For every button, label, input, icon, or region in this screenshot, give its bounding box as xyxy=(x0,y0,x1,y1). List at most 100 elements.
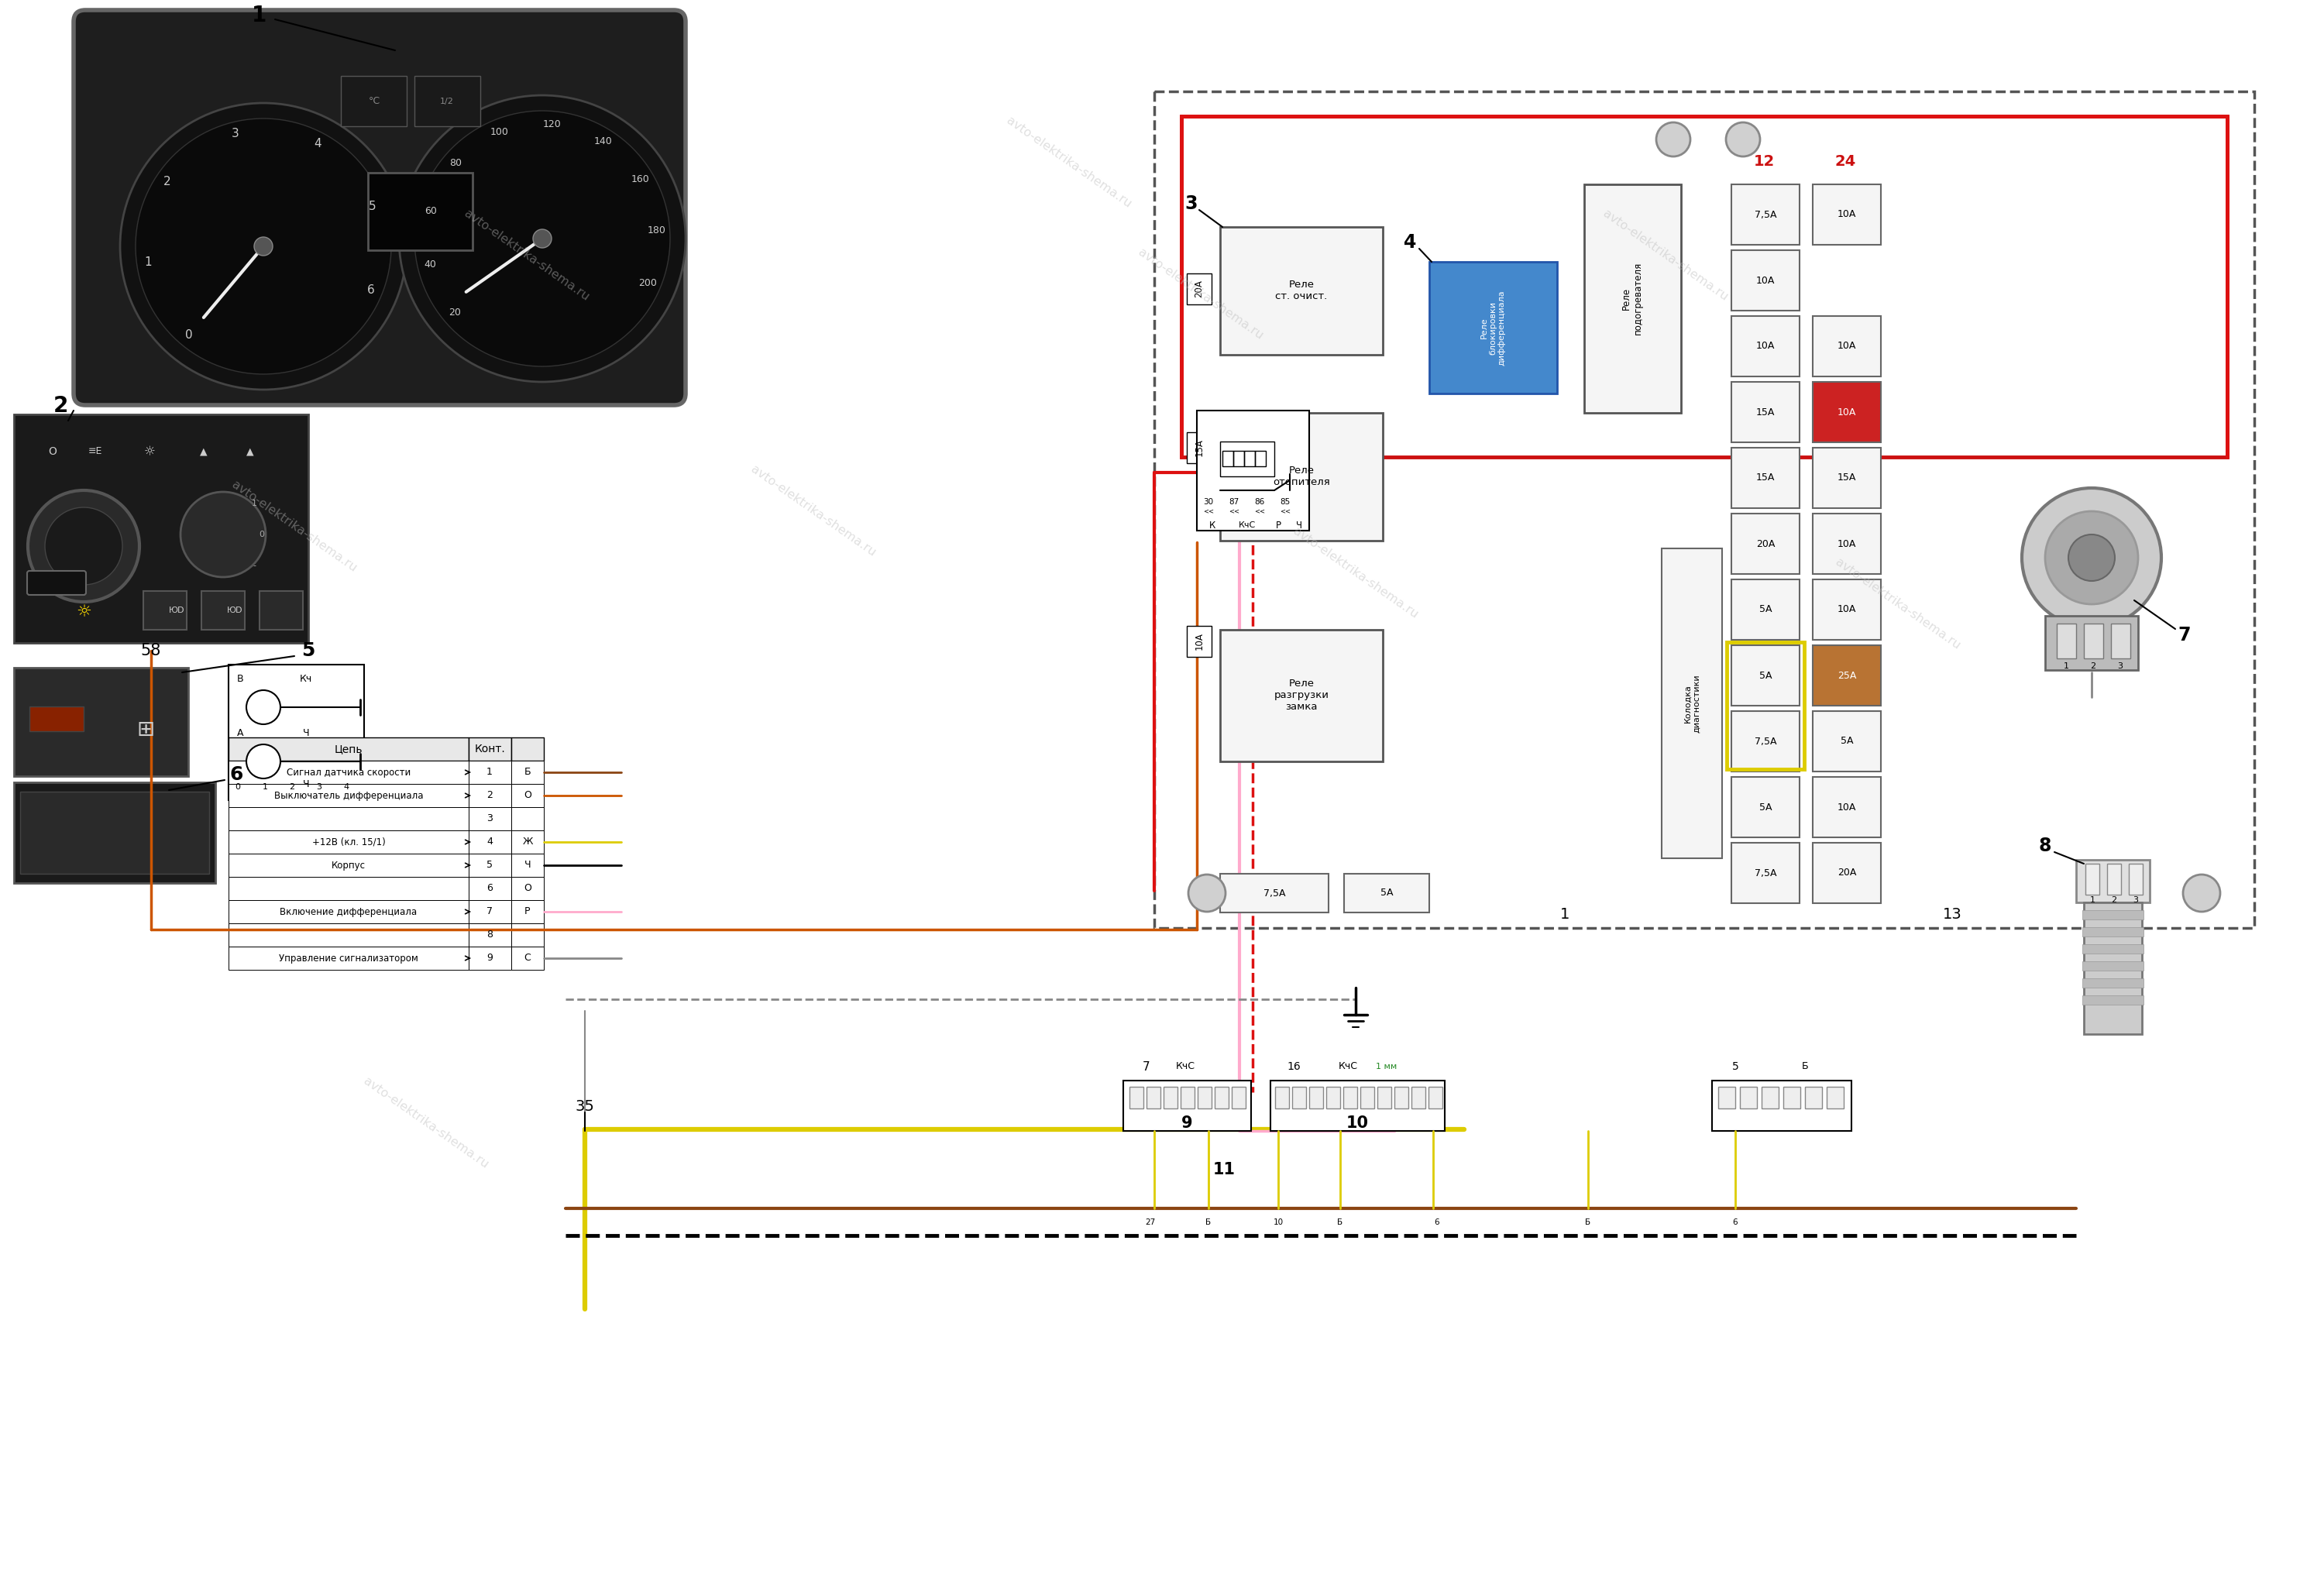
Bar xyxy=(1255,450,1267,466)
Bar xyxy=(367,173,472,250)
Bar xyxy=(469,784,511,807)
Circle shape xyxy=(44,507,123,586)
Bar xyxy=(342,76,407,126)
Circle shape xyxy=(246,689,281,724)
Text: Корпус: Корпус xyxy=(332,861,365,870)
Bar xyxy=(228,853,469,877)
Bar xyxy=(2082,927,2143,937)
Bar xyxy=(1327,1086,1341,1108)
Text: 15А: 15А xyxy=(1195,439,1204,456)
Text: 10A: 10A xyxy=(1838,538,1857,549)
Bar xyxy=(1731,645,1799,705)
Bar xyxy=(2108,864,2122,894)
Text: ☼: ☼ xyxy=(144,444,156,458)
Circle shape xyxy=(400,96,686,382)
Circle shape xyxy=(2068,535,2115,581)
Bar xyxy=(1243,450,1255,466)
Text: 1: 1 xyxy=(144,257,151,268)
Text: Б: Б xyxy=(1801,1061,1808,1072)
Text: <<: << xyxy=(1204,508,1213,515)
Bar xyxy=(1215,1086,1229,1108)
Bar xyxy=(1234,450,1243,466)
Bar xyxy=(511,946,544,970)
Text: 4: 4 xyxy=(314,139,321,150)
Text: 7: 7 xyxy=(1143,1061,1150,1072)
Bar xyxy=(1308,1086,1322,1108)
Text: 3: 3 xyxy=(2117,663,2124,671)
Circle shape xyxy=(246,745,281,779)
Bar xyxy=(469,738,511,760)
Text: Ч: Ч xyxy=(525,861,530,870)
Bar xyxy=(14,782,216,883)
Text: Р: Р xyxy=(525,907,530,916)
Text: 5: 5 xyxy=(486,861,493,870)
Bar xyxy=(1232,1086,1246,1108)
Text: Колодка
диагностики: Колодка диагностики xyxy=(1683,674,1701,732)
Text: 60: 60 xyxy=(425,206,437,216)
Text: 2: 2 xyxy=(53,395,67,417)
Text: 2: 2 xyxy=(2089,663,2096,671)
Text: 10A: 10A xyxy=(1757,342,1776,351)
Text: 20A: 20A xyxy=(1757,538,1776,549)
Bar xyxy=(1827,1086,1843,1108)
Bar xyxy=(1181,116,2226,456)
Text: 10: 10 xyxy=(1346,1116,1369,1132)
Bar xyxy=(1713,1081,1852,1132)
Text: 0: 0 xyxy=(186,329,193,342)
Bar xyxy=(1731,842,1799,903)
Text: 1: 1 xyxy=(251,499,256,507)
Circle shape xyxy=(121,102,407,390)
Text: Б: Б xyxy=(1336,1218,1343,1226)
Bar xyxy=(1762,1086,1778,1108)
Text: 7: 7 xyxy=(2178,626,2192,644)
Circle shape xyxy=(414,110,669,367)
Text: 12: 12 xyxy=(1752,154,1776,168)
Text: 20A: 20A xyxy=(1838,867,1857,878)
Text: 8: 8 xyxy=(2038,836,2052,855)
Text: 10A: 10A xyxy=(1757,275,1776,285)
Bar xyxy=(228,831,469,853)
Text: ▲: ▲ xyxy=(246,447,253,456)
Text: 3: 3 xyxy=(316,784,321,790)
Text: 1/2: 1/2 xyxy=(439,98,453,105)
Text: 10A: 10A xyxy=(1838,604,1857,615)
Bar xyxy=(1727,642,1803,770)
Text: 140: 140 xyxy=(595,137,611,146)
Text: 0: 0 xyxy=(260,530,265,538)
Text: Реле
отопителя: Реле отопителя xyxy=(1274,466,1329,488)
Bar xyxy=(2057,623,2075,658)
Text: С: С xyxy=(525,954,530,963)
Bar xyxy=(228,784,469,807)
Text: avto-elektrika-shema.ru: avto-elektrika-shema.ru xyxy=(1292,526,1420,620)
Bar xyxy=(1662,548,1722,858)
Bar xyxy=(2085,902,2143,1034)
Text: КчС: КчС xyxy=(1176,1061,1195,1072)
Text: 2: 2 xyxy=(2110,896,2117,903)
Text: Р: Р xyxy=(1276,519,1281,530)
Bar xyxy=(144,590,186,630)
Text: О: О xyxy=(523,883,532,894)
Bar xyxy=(1220,442,1274,477)
Text: ЮD: ЮD xyxy=(228,606,242,614)
Text: 9: 9 xyxy=(1181,1116,1192,1132)
Text: Цепь: Цепь xyxy=(335,743,363,754)
Text: 3: 3 xyxy=(1185,195,1197,212)
Circle shape xyxy=(2182,875,2219,911)
Bar xyxy=(30,707,84,732)
Bar xyxy=(1813,645,1880,705)
Text: 5A: 5A xyxy=(1841,737,1852,746)
Bar xyxy=(2075,859,2150,902)
Bar xyxy=(1806,1086,1822,1108)
Text: 5A: 5A xyxy=(1759,803,1771,812)
Text: КчС: КчС xyxy=(1339,1061,1357,1072)
Text: 25A: 25A xyxy=(1838,671,1857,680)
Text: 1: 1 xyxy=(1559,907,1569,921)
Bar xyxy=(1188,274,1211,304)
Text: 4: 4 xyxy=(344,784,349,790)
Bar xyxy=(1429,261,1557,394)
Text: 2: 2 xyxy=(288,784,295,790)
Bar xyxy=(511,807,544,831)
Text: 10A: 10A xyxy=(1838,408,1857,417)
Text: 10A: 10A xyxy=(1838,209,1857,220)
Bar xyxy=(511,900,544,924)
